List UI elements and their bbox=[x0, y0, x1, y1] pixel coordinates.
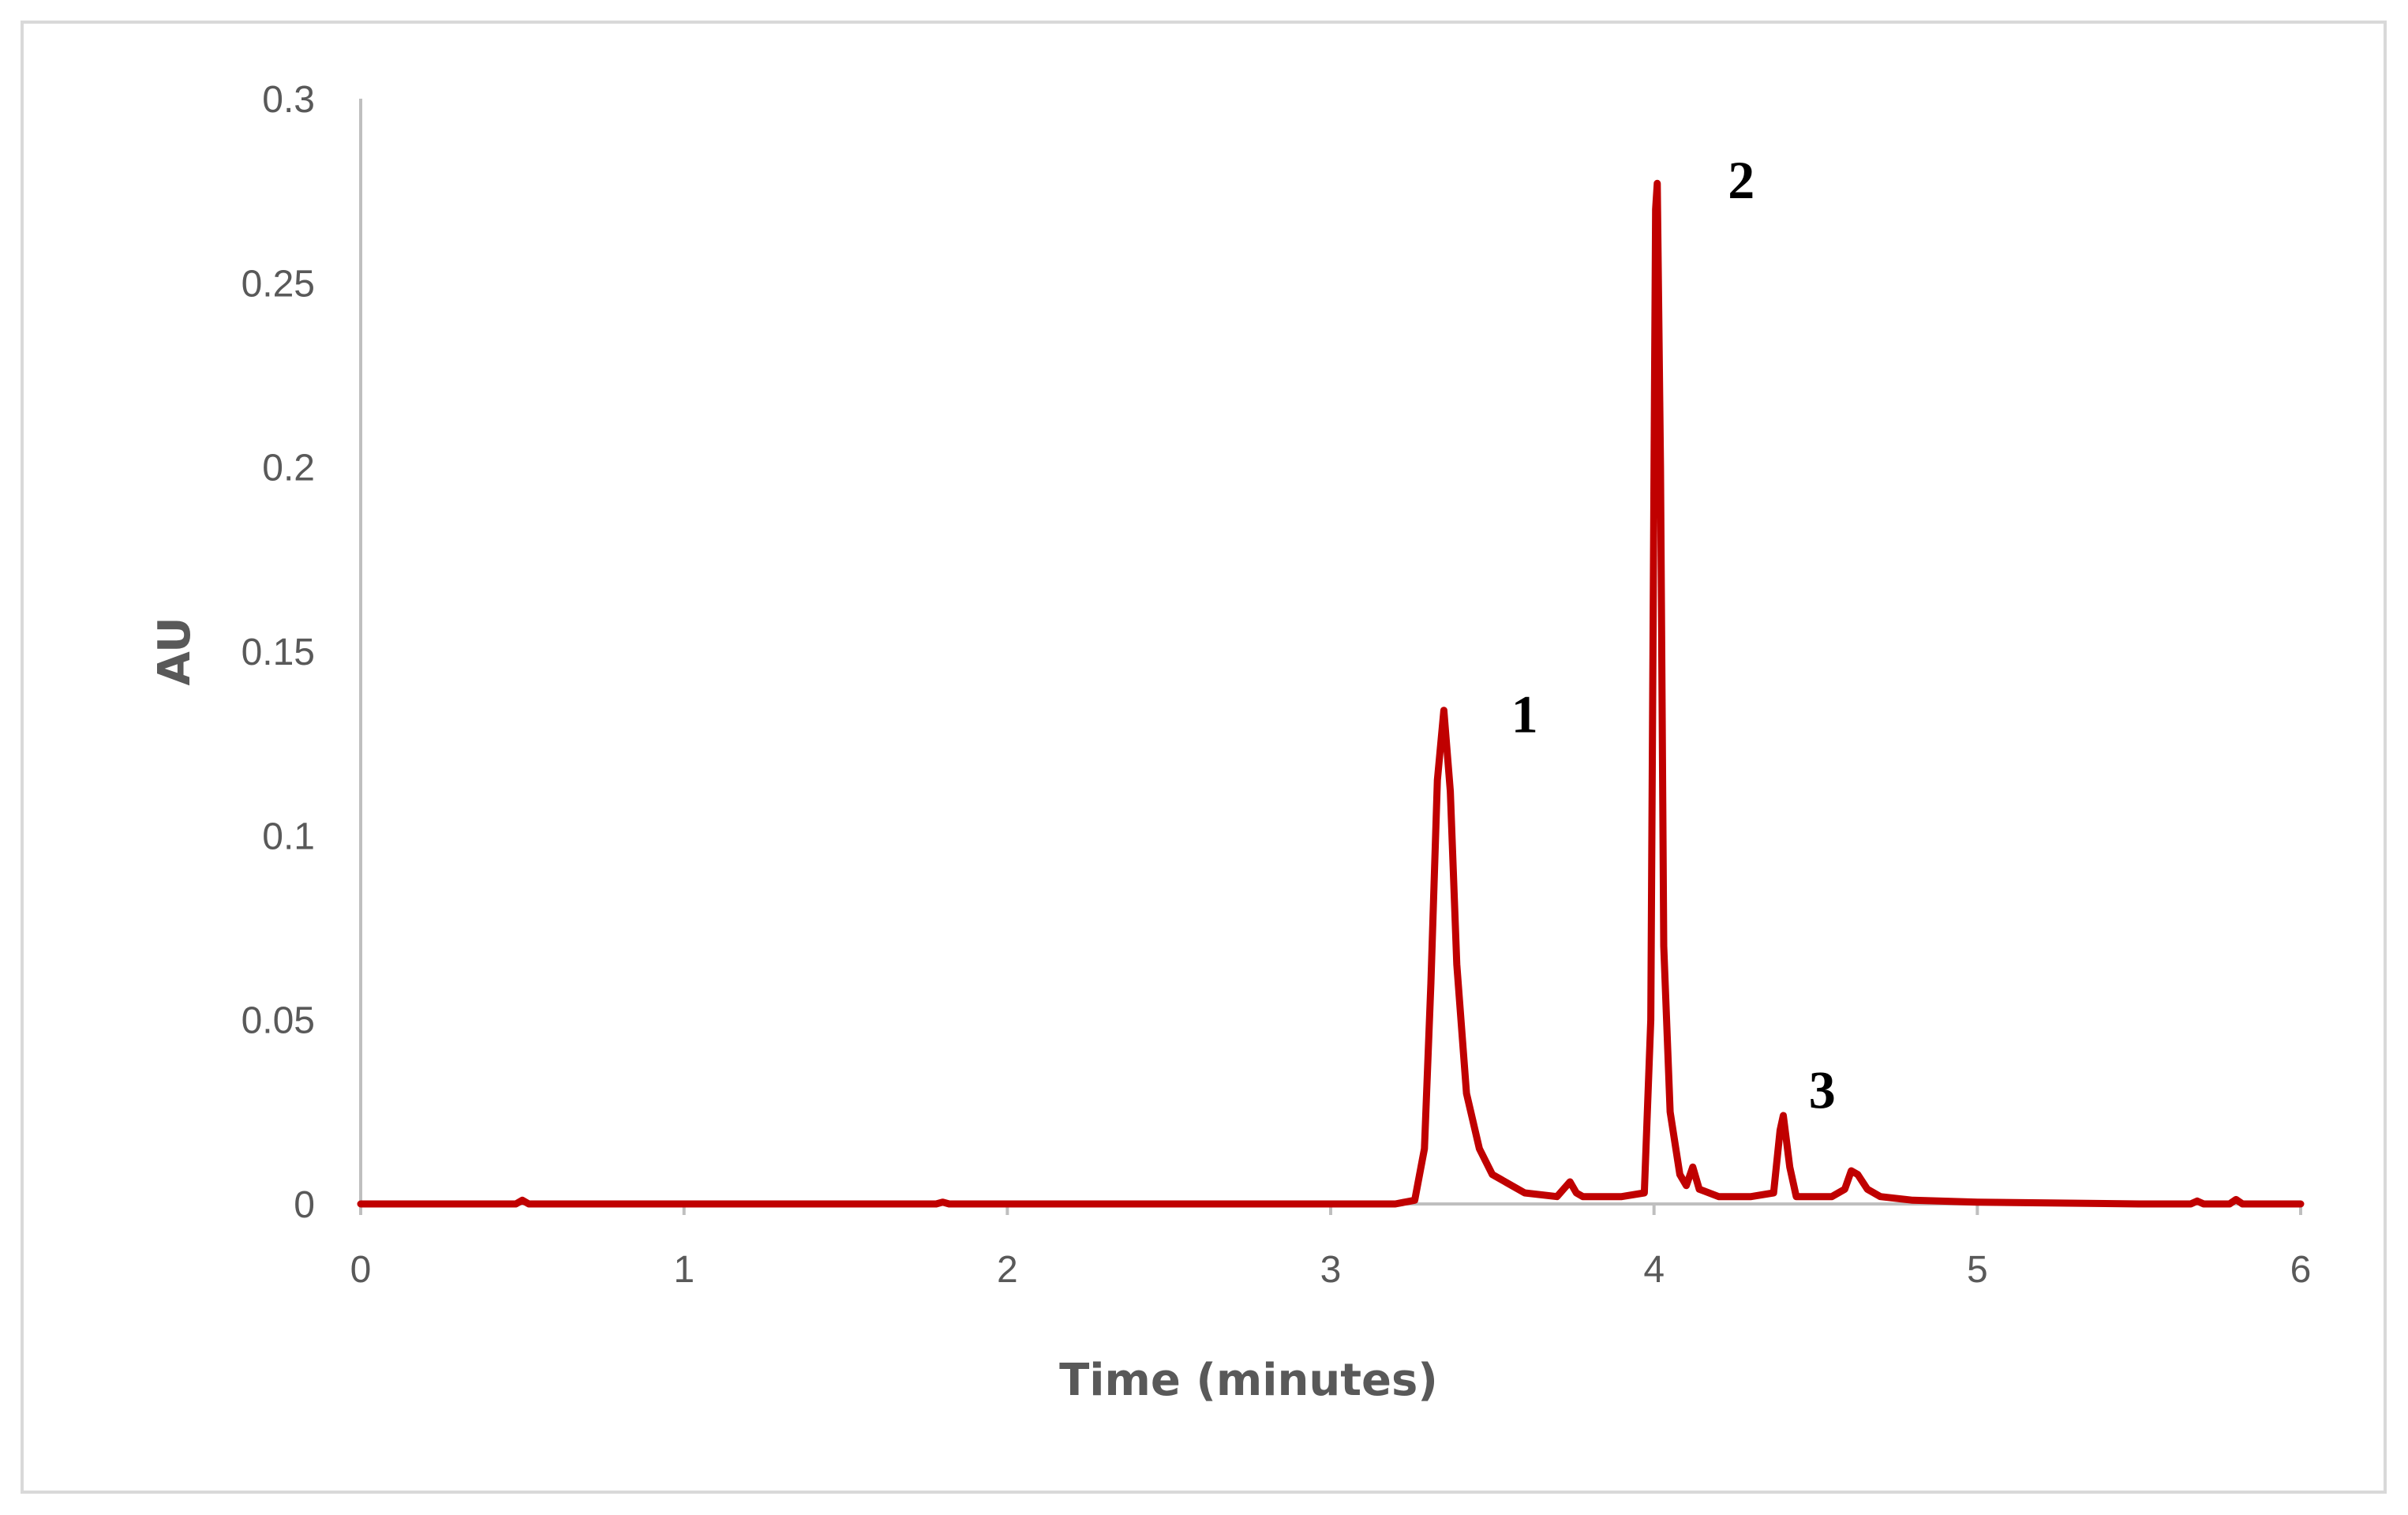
x-tick-label: 1 bbox=[673, 1249, 695, 1291]
y-axis-title: AU bbox=[149, 617, 200, 685]
x-tick-label: 4 bbox=[1643, 1249, 1665, 1291]
x-tick-label: 5 bbox=[1967, 1249, 1988, 1291]
x-axis-title: Time (minutes) bbox=[1059, 1355, 1438, 1406]
x-tick-label: 6 bbox=[2290, 1249, 2312, 1291]
y-tick-label: 0.05 bbox=[242, 1000, 315, 1042]
peak-label: 3 bbox=[1809, 1060, 1836, 1120]
y-tick-label: 0.1 bbox=[262, 816, 315, 857]
y-tick-label: 0.3 bbox=[262, 79, 315, 121]
x-axis: 0 1 2 3 4 5 6 bbox=[350, 1202, 2312, 1291]
series-layer bbox=[357, 179, 2305, 1208]
chart-frame: 0 0.05 0.1 0.15 0.2 0.25 0.3 0 1 2 3 4 5 6 1 2 3 Time … bbox=[21, 21, 2387, 1494]
peak-labels: 1 2 3 bbox=[1511, 150, 1836, 1120]
y-tick-label: 0.25 bbox=[242, 263, 315, 305]
x-tick-label: 3 bbox=[1320, 1249, 1342, 1291]
x-tick-label: 2 bbox=[997, 1249, 1018, 1291]
y-tick-label: 0.15 bbox=[242, 632, 315, 673]
y-tick-label: 0 bbox=[294, 1184, 315, 1226]
chromatogram-line bbox=[357, 179, 2305, 1208]
y-axis: 0 0.05 0.1 0.15 0.2 0.25 0.3 bbox=[242, 79, 362, 1226]
chromatogram-chart: 0 0.05 0.1 0.15 0.2 0.25 0.3 0 1 2 3 4 5 6 1 2 3 Time … bbox=[149, 79, 2312, 1406]
y-tick-label: 0.2 bbox=[262, 448, 315, 489]
peak-label: 1 bbox=[1511, 684, 1538, 744]
x-tick-label: 0 bbox=[350, 1249, 372, 1291]
peak-label: 2 bbox=[1728, 150, 1755, 210]
